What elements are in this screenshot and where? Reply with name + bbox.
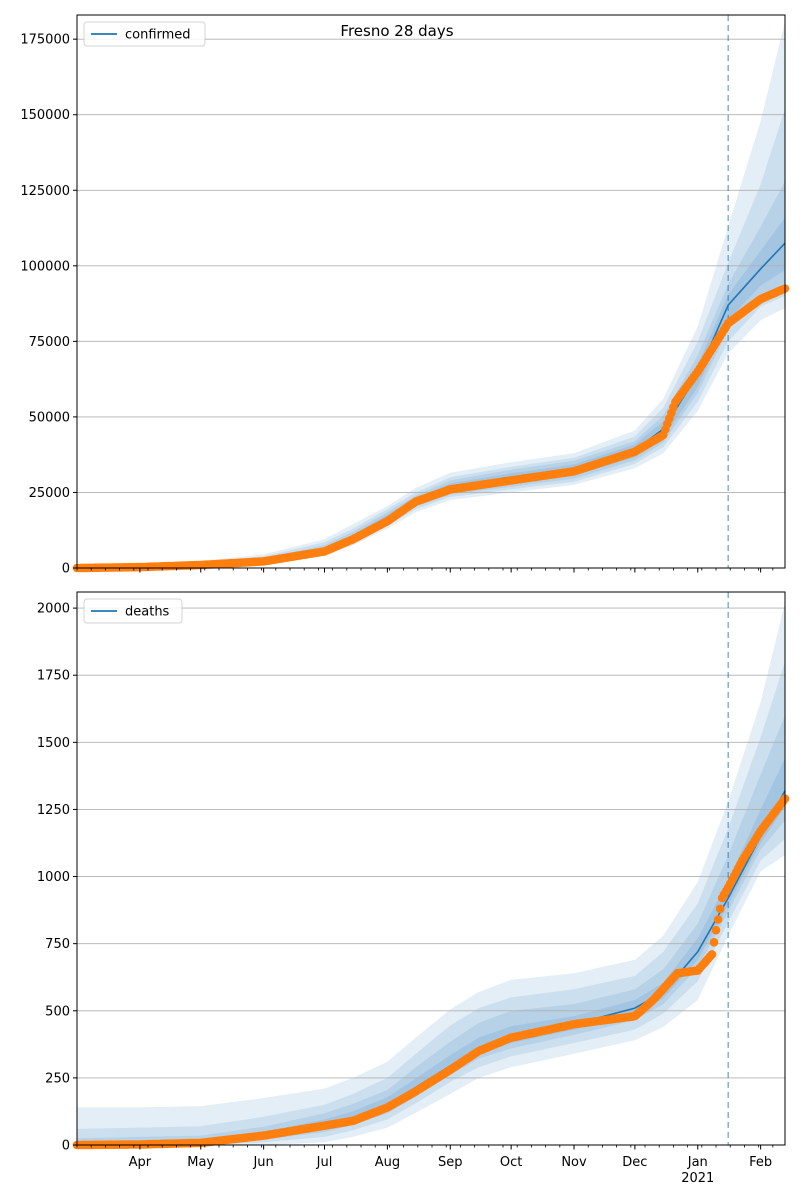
uncertainty-band-2 [77,108,785,568]
deaths-panel: 0 250 500 750 1000 1250 1500 1750 2000 Apr May Jun J… [37,591,790,1186]
y-tick-label: 75000 [29,335,70,350]
axes-frame [76,14,786,569]
uncertainty-band-2 [77,661,785,1145]
y-tick-label: 100000 [20,259,70,274]
observed-point [709,938,719,947]
legend-label: confirmed [125,28,191,43]
y-tick-label: 500 [45,1004,70,1019]
observed-point [707,950,717,959]
x-tick-label: Nov [561,1155,587,1170]
y-tick-label: 750 [45,937,70,952]
y-tick-label: 150000 [20,108,70,123]
observed-point [715,904,725,914]
y-tick-label: 1750 [37,669,70,684]
uncertainty-band-3 [77,181,785,568]
legend-box [83,598,183,624]
uncertainty-band-3 [77,715,785,1145]
legend-label: deaths [125,605,170,620]
legend-box [83,21,206,47]
x-tick-label: Oct [500,1155,522,1170]
observed-point [711,925,721,935]
x-tick-label: Apr [129,1155,152,1170]
chart-title: Fresno 28 days [340,22,453,40]
x-tick-label: Jun [252,1155,273,1170]
y-tick-label: 25000 [29,486,70,501]
x-tick-label: Jul [316,1155,333,1170]
y-tick-label: 0 [62,1139,70,1154]
observed-point [713,915,723,924]
uncertainty-band-1 [77,602,785,1145]
confirmed-panel: 0 25000 50000 75000 100000 125000 150000 175000… [20,14,790,577]
model-line [76,242,786,569]
x-tick-label: Dec [622,1155,647,1170]
y-tick-label: 1000 [37,870,70,885]
y-tick-label: 1250 [37,803,70,818]
x-tick-label: 2021 [681,1171,714,1186]
y-tick-label: 175000 [20,33,70,48]
x-tick-label: Jan [687,1155,708,1170]
x-tick-label: Aug [375,1155,400,1170]
x-tick-label: May [187,1155,214,1170]
y-tick-label: 1500 [37,736,70,751]
y-tick-label: 0 [62,562,70,577]
y-tick-label: 50000 [29,410,70,425]
y-tick-label: 125000 [20,184,70,199]
axes-frame [76,591,786,1146]
y-tick-label: 250 [45,1071,70,1086]
y-tick-label: 2000 [37,602,70,617]
x-tick-label: Feb [749,1155,772,1170]
x-tick-label: Sep [438,1155,463,1170]
